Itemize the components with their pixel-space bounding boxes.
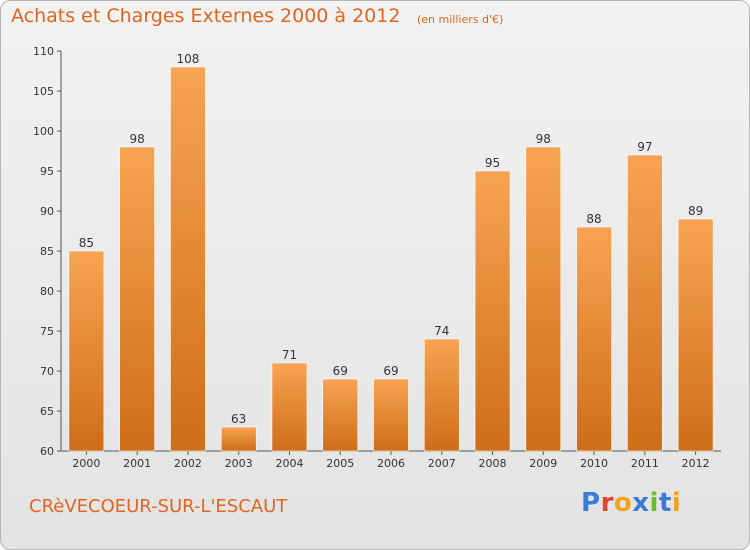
logo-letter: x	[632, 488, 650, 518]
x-tick-label: 2004	[275, 457, 303, 470]
bar	[677, 218, 714, 452]
logo-letter: P	[581, 488, 601, 518]
bar-value-label: 98	[536, 132, 551, 146]
bar-value-label: 95	[485, 156, 500, 170]
y-tick-label: 90	[40, 205, 54, 218]
bar	[119, 146, 155, 452]
x-tick-label: 2000	[72, 457, 100, 470]
x-tick-label: 2012	[682, 457, 710, 470]
x-tick-label: 2003	[225, 457, 253, 470]
bar	[68, 250, 105, 452]
bar-group: 85 98 108 63 71 69 69 74 95 98 88 97 89	[68, 52, 714, 452]
bar-value-label: 108	[176, 52, 199, 66]
bar	[576, 226, 612, 452]
x-tick-label: 2009	[529, 457, 557, 470]
y-tick-label: 110	[33, 45, 54, 58]
bar	[220, 426, 257, 452]
y-tick-label: 60	[40, 445, 54, 458]
bar-value-label: 69	[383, 364, 398, 378]
bar	[170, 66, 206, 452]
y-tick-label: 105	[33, 85, 54, 98]
bar-value-label: 71	[282, 348, 297, 362]
bar-value-label: 88	[586, 212, 601, 226]
x-tick-label: 2002	[174, 457, 202, 470]
x-tick-label: 2008	[479, 457, 507, 470]
x-tick-label: 2005	[326, 457, 354, 470]
bar	[373, 378, 409, 452]
bar-value-label: 85	[79, 236, 94, 250]
bar	[423, 338, 460, 452]
bar	[627, 154, 663, 452]
x-tick-label: 2011	[631, 457, 659, 470]
proxiti-logo[interactable]: Proxiti	[581, 488, 681, 518]
chart-subtitle: (en milliers d'€)	[417, 13, 504, 26]
chart-title: Achats et Charges Externes 2000 à 2012	[11, 5, 401, 27]
x-tick-label: 2007	[428, 457, 456, 470]
bar-value-label: 97	[637, 140, 652, 154]
y-tick-label: 75	[40, 325, 54, 338]
logo-letter: t	[658, 488, 672, 518]
x-tick-label: 2010	[580, 457, 608, 470]
place-name: CRèVECOEUR-SUR-L'ESCAUT	[29, 496, 288, 517]
bar-value-label: 63	[231, 412, 246, 426]
logo-letter: i	[649, 488, 659, 518]
y-tick-label: 65	[40, 405, 54, 418]
bar	[322, 378, 359, 452]
x-tick-label: 2006	[377, 457, 405, 470]
logo-letter: i	[671, 488, 682, 518]
logo-letter: r	[600, 488, 614, 518]
bar-value-label: 89	[688, 204, 703, 218]
logo-letter: o	[613, 488, 633, 518]
x-tick-label: 2001	[123, 457, 151, 470]
bar-value-label: 98	[130, 132, 145, 146]
bar-value-label: 74	[434, 324, 449, 338]
y-tick-label: 70	[40, 365, 54, 378]
y-tick-label: 95	[40, 165, 54, 178]
bar	[525, 146, 562, 452]
bar	[271, 362, 308, 452]
y-tick-label: 85	[40, 245, 54, 258]
y-tick-label: 80	[40, 285, 54, 298]
y-tick-label: 100	[33, 125, 54, 138]
bar-value-label: 69	[333, 364, 348, 378]
bar	[474, 170, 511, 452]
